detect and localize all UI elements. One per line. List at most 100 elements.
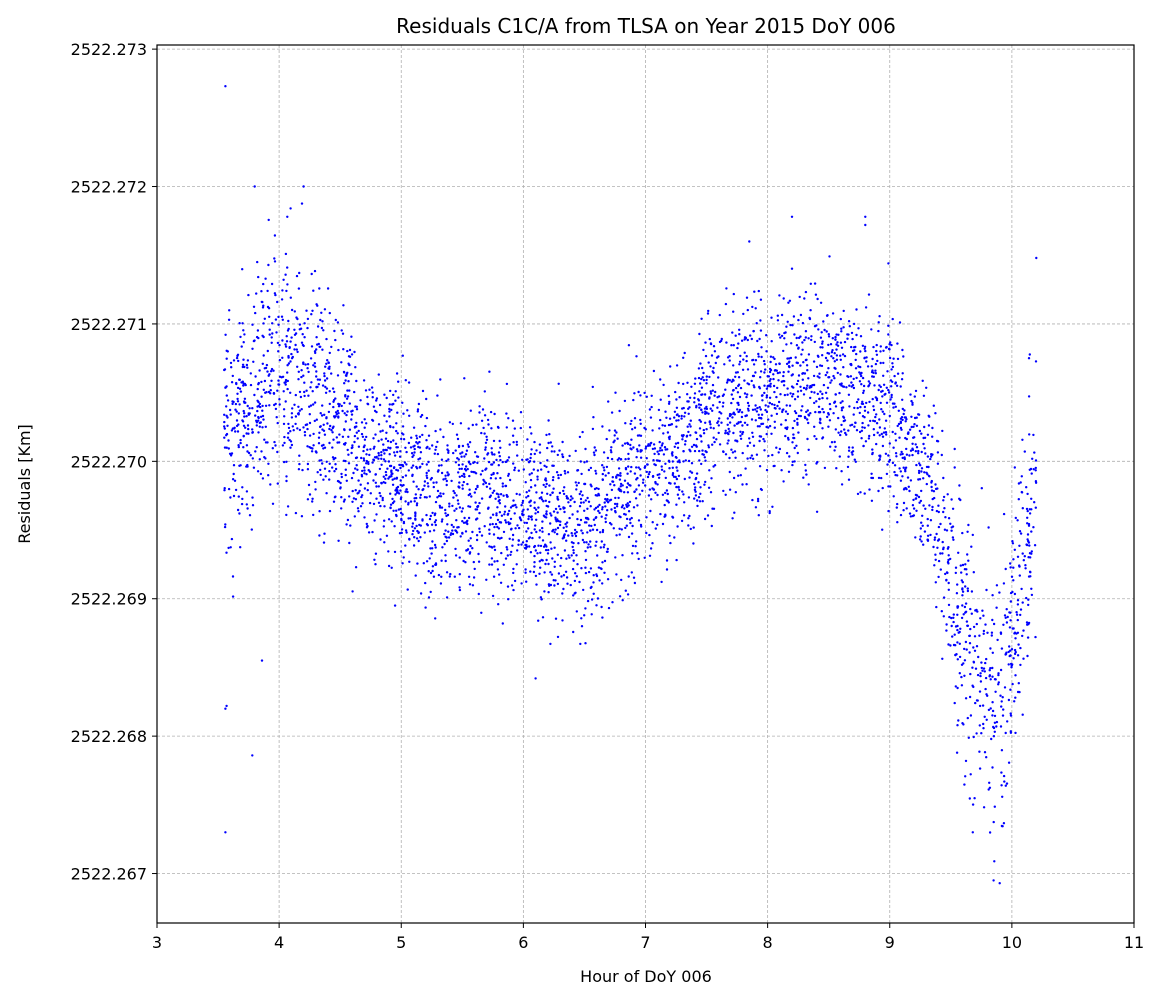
data-point [242, 329, 245, 332]
data-point [602, 451, 606, 454]
data-point [346, 410, 349, 413]
data-point [345, 374, 348, 377]
data-point [675, 364, 679, 367]
data-point [673, 536, 676, 539]
data-point [417, 539, 420, 543]
data-point [589, 466, 593, 470]
data-point [287, 426, 291, 430]
data-point [393, 525, 396, 528]
data-point [270, 341, 273, 344]
data-point [1003, 780, 1006, 783]
data-point [751, 374, 755, 378]
data-point [992, 820, 995, 824]
data-point [993, 730, 996, 733]
data-point [621, 484, 624, 487]
data-point [786, 412, 789, 416]
data-point [249, 372, 252, 375]
data-point [961, 531, 964, 535]
data-point [809, 309, 812, 312]
data-point [960, 571, 963, 574]
data-point [841, 406, 845, 409]
data-point [945, 571, 949, 574]
data-point [554, 516, 557, 519]
data-point [973, 635, 977, 638]
data-point [738, 395, 742, 399]
data-point [257, 381, 260, 385]
data-point [881, 410, 884, 413]
data-point [322, 423, 325, 426]
data-point [885, 386, 888, 389]
data-point [375, 497, 378, 500]
data-point [325, 492, 328, 495]
data-point [498, 502, 502, 505]
data-point [801, 372, 804, 375]
data-point [833, 449, 836, 452]
data-point [415, 537, 419, 540]
data-point [368, 453, 371, 457]
data-point [374, 481, 377, 484]
data-point [985, 756, 988, 759]
data-point [586, 546, 589, 549]
data-point [434, 519, 438, 522]
data-point [377, 373, 380, 376]
data-point [497, 493, 500, 496]
data-point [404, 474, 408, 477]
data-point [362, 445, 366, 449]
data-point [393, 454, 397, 457]
data-point [350, 413, 354, 416]
data-point [840, 409, 844, 412]
data-point [724, 493, 727, 496]
data-point [826, 386, 830, 389]
data-point [379, 494, 382, 498]
data-point [504, 484, 508, 488]
data-point [334, 397, 337, 400]
data-point [419, 592, 423, 595]
data-point [466, 522, 469, 526]
data-point [659, 446, 662, 450]
data-point [783, 393, 787, 397]
x-tick-label: 6 [518, 933, 528, 952]
data-point [859, 491, 862, 494]
data-point [797, 414, 801, 418]
data-point [432, 575, 436, 578]
data-point [562, 489, 565, 493]
data-point [467, 427, 470, 430]
data-point [357, 510, 360, 513]
data-point [493, 560, 496, 563]
data-point [415, 441, 418, 444]
data-point [586, 496, 589, 500]
data-point [738, 333, 741, 336]
data-point [739, 420, 742, 424]
data-point [565, 521, 569, 524]
data-point [502, 494, 505, 497]
data-point [788, 365, 791, 369]
data-point [827, 335, 831, 338]
data-point [796, 361, 799, 365]
data-point [949, 557, 952, 561]
data-point [463, 455, 466, 458]
data-point [613, 502, 617, 506]
data-point [556, 532, 559, 536]
data-point [796, 421, 799, 425]
data-point [699, 403, 703, 407]
data-point [929, 533, 932, 537]
data-point [382, 525, 385, 528]
data-point [669, 541, 672, 545]
data-point [596, 597, 600, 600]
data-point [394, 399, 397, 402]
data-point [603, 559, 607, 563]
data-point [549, 642, 552, 646]
data-point [406, 409, 409, 412]
data-point [676, 446, 680, 449]
data-point [801, 405, 804, 408]
data-point [516, 524, 519, 527]
data-point [274, 402, 277, 406]
data-point [891, 317, 894, 321]
data-point [487, 460, 491, 464]
data-point [1004, 784, 1007, 787]
data-point [927, 424, 931, 427]
data-point [324, 475, 327, 478]
data-point [345, 479, 348, 482]
data-point [730, 401, 733, 405]
data-point [239, 438, 242, 442]
